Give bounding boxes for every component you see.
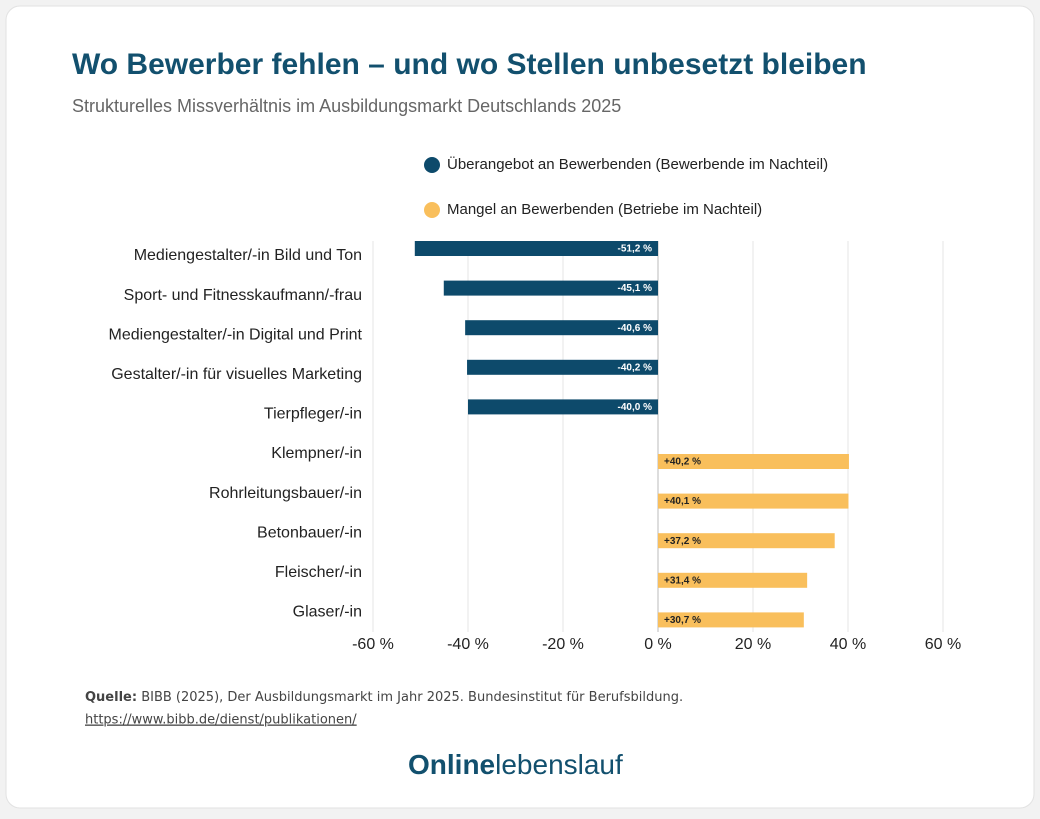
y-tick-label: Gestalter/-in für visuelles Marketing [111, 366, 362, 383]
y-tick-label: Glaser/-in [293, 604, 362, 621]
value-label: -40,2 % [618, 362, 653, 373]
y-tick-label: Mediengestalter/-in Digital und Print [109, 326, 363, 343]
x-tick-label: -40 % [447, 636, 489, 653]
value-label: +40,1 % [664, 496, 701, 507]
source-label: Quelle: [85, 690, 137, 705]
value-label: -40,0 % [618, 402, 653, 413]
value-label: +30,7 % [664, 615, 701, 626]
value-label: -40,6 % [618, 323, 653, 334]
bar [465, 320, 658, 336]
legend-label: Überangebot an Bewerbenden (Bewerbende i… [447, 155, 828, 173]
logo-light: lebenslauf [495, 749, 623, 780]
x-tick-label: 40 % [830, 636, 866, 653]
x-tick-label: -60 % [352, 636, 394, 653]
value-label: +37,2 % [664, 536, 701, 547]
value-label: +31,4 % [664, 575, 701, 586]
bar [443, 280, 658, 296]
y-tick-label: Klempner/-in [271, 445, 362, 462]
legend-swatch [424, 157, 440, 173]
chart-title: Wo Bewerber fehlen – und wo Stellen unbe… [72, 48, 867, 81]
source: Quelle: BIBB (2025), Der Ausbildungsmark… [85, 690, 683, 705]
legend-label: Mangel an Bewerbenden (Betriebe im Nacht… [447, 201, 762, 218]
x-tick-label: 0 % [644, 636, 672, 653]
value-label: -45,1 % [618, 283, 653, 294]
y-tick-label: Mediengestalter/-in Bild und Ton [134, 247, 362, 264]
bar [658, 533, 835, 549]
source-text: BIBB (2025), Der Ausbildungsmarkt im Jah… [141, 690, 683, 705]
x-tick-label: -20 % [542, 636, 584, 653]
value-label: +40,2 % [664, 457, 701, 468]
bar [468, 399, 658, 415]
bar [658, 454, 849, 469]
x-tick-label: 20 % [735, 636, 771, 653]
chart-subtitle: Strukturelles Missverhältnis im Ausbildu… [72, 96, 621, 116]
y-tick-label: Betonbauer/-in [257, 524, 362, 541]
logo: Onlinelebenslauf [408, 749, 623, 780]
legend-swatch [424, 202, 440, 218]
logo-bold: Online [408, 749, 495, 780]
y-tick-label: Tierpfleger/-in [264, 406, 362, 423]
source-url[interactable]: https://www.bibb.de/dienst/publikationen… [85, 713, 357, 728]
y-tick-label: Fleischer/-in [275, 564, 362, 581]
bar [658, 493, 849, 509]
y-tick-label: Rohrleitungsbauer/-in [209, 485, 362, 502]
bar [467, 359, 658, 375]
bar [414, 241, 658, 256]
bar [658, 612, 804, 628]
y-tick-label: Sport- und Fitnesskaufmann/-frau [124, 287, 362, 304]
x-tick-label: 60 % [925, 636, 961, 653]
bar [658, 572, 808, 588]
value-label: -51,2 % [618, 244, 653, 255]
